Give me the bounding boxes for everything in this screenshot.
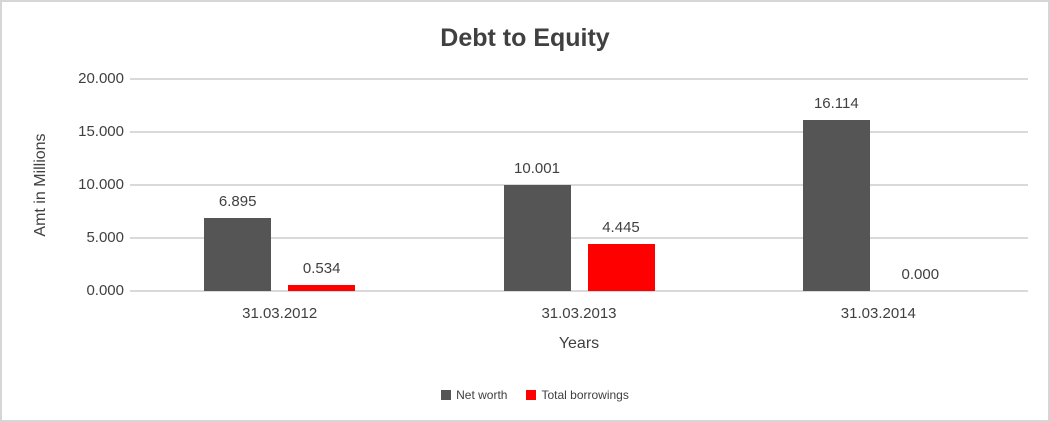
- data-label: 0.000: [901, 266, 940, 283]
- gridline: [130, 237, 1028, 239]
- legend-swatch-icon: [441, 390, 452, 400]
- x-category-label: 31.03.2013: [541, 305, 617, 322]
- x-category-label: 31.03.2014: [840, 305, 916, 322]
- chart-title: Debt to Equity: [440, 24, 610, 52]
- bar-total-borrowings: [587, 243, 655, 291]
- x-category-label: 31.03.2012: [242, 305, 318, 322]
- y-tick-label: 5.000: [86, 229, 124, 246]
- legend-item-total-borrowings: Total borrowings: [526, 388, 629, 402]
- y-tick-label: 0.000: [86, 282, 124, 299]
- bar-total-borrowings: [288, 285, 356, 291]
- gridline: [130, 184, 1028, 186]
- data-label: 4.445: [602, 218, 640, 236]
- y-tick-label: 15.000: [78, 123, 124, 140]
- data-label: 6.895: [218, 192, 257, 210]
- gridline: [130, 78, 1028, 80]
- x-axis-line: [130, 290, 1028, 292]
- bar-net-worth: [204, 217, 272, 291]
- bar-net-worth: [503, 184, 571, 291]
- legend-item-net-worth: Net worth: [441, 388, 507, 402]
- gridline: [130, 131, 1028, 133]
- data-label: 16.114: [813, 95, 859, 113]
- data-label: 0.534: [302, 260, 341, 278]
- bar-net-worth: [802, 120, 870, 291]
- legend-label: Net worth: [456, 388, 508, 402]
- y-tick-label: 10.000: [78, 176, 124, 193]
- legend-swatch-icon: [526, 390, 537, 400]
- data-label: 10.001: [514, 159, 560, 177]
- x-axis-title: Years: [558, 335, 600, 352]
- y-tick-label: 20.000: [78, 70, 124, 87]
- legend-label: Total borrowings: [541, 388, 629, 402]
- legend: Net worth Total borrowings: [12, 388, 1048, 402]
